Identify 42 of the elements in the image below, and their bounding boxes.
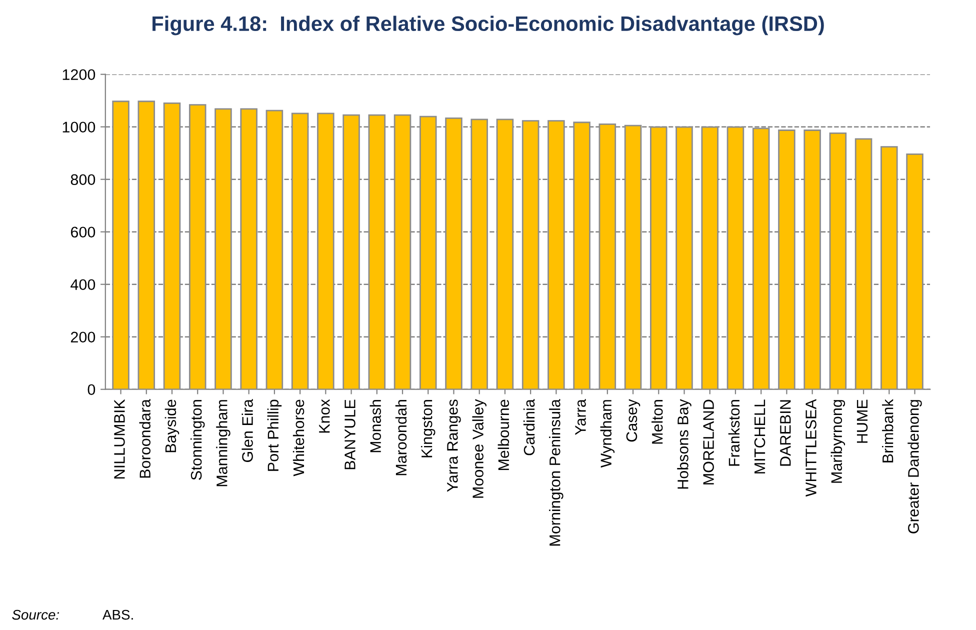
x-tick-label: Brimbank: [882, 399, 894, 462]
x-tick-label: Bayside: [164, 400, 180, 452]
x-tick-label: Melton: [652, 400, 663, 444]
x-tick-label: Melbourne: [498, 400, 510, 470]
x-tick-label: Boroondara: [139, 399, 150, 478]
x-tick-label: Glen Eira: [242, 399, 253, 462]
y-tick-label: 800: [70, 174, 96, 186]
x-tick-label: Yarra Ranges: [447, 400, 461, 492]
y-tick-label: 400: [70, 279, 96, 290]
x-tick-label: Whitehorse: [292, 400, 304, 476]
x-tick-label: Monash: [370, 400, 381, 452]
x-tick-label: Hobsons Bay: [677, 399, 692, 489]
x-tick-label: Stonnington: [190, 400, 205, 480]
x-tick-label: Casey: [626, 399, 640, 442]
x-tick-label: HUME: [856, 400, 868, 443]
x-tick-label: Knox: [319, 399, 330, 433]
x-tick-label: Wyndham: [600, 400, 615, 468]
x-tick-label: Frankston: [728, 400, 740, 466]
x-tick-label: Greater Dandenong: [908, 400, 922, 534]
chart-title: Figure 4.18: Index of Relative Socio-Economic Disadvantage (IRSD): [152, 16, 824, 36]
x-tick-label: BANYULE: [344, 400, 356, 470]
y-tick-label: 0: [88, 384, 96, 396]
x-tick-label: Manningham: [216, 400, 230, 486]
y-tick-label: 600: [70, 226, 96, 238]
x-tick-label: Yarra: [575, 399, 586, 435]
x-tick-label: NILLUMBIK: [114, 399, 125, 478]
text: ABS.: [102, 610, 133, 620]
y-tick-label: 1200: [62, 69, 96, 80]
x-tick-label: DAREBIN: [780, 400, 791, 466]
source-note: Source:: [12, 610, 60, 620]
x-tick-label: MITCHELL: [754, 400, 766, 474]
x-tick-label: Mornington Peninsula: [549, 399, 564, 546]
y-tick-label: 200: [70, 332, 96, 343]
x-tick-label: Port Phillip: [267, 400, 282, 471]
x-tick-label: Moonee Valley: [472, 399, 486, 498]
y-tick-label: 1000: [62, 122, 96, 133]
x-tick-label: WHITTLESEA: [806, 399, 816, 497]
x-tick-label: Cardinia: [523, 399, 535, 456]
x-tick-label: Maroondah: [395, 400, 407, 476]
x-tick-label: Kingston: [421, 400, 436, 458]
x-tick-label: MORELAND: [703, 400, 714, 484]
x-tick-label: Maribyrnong: [830, 400, 846, 483]
